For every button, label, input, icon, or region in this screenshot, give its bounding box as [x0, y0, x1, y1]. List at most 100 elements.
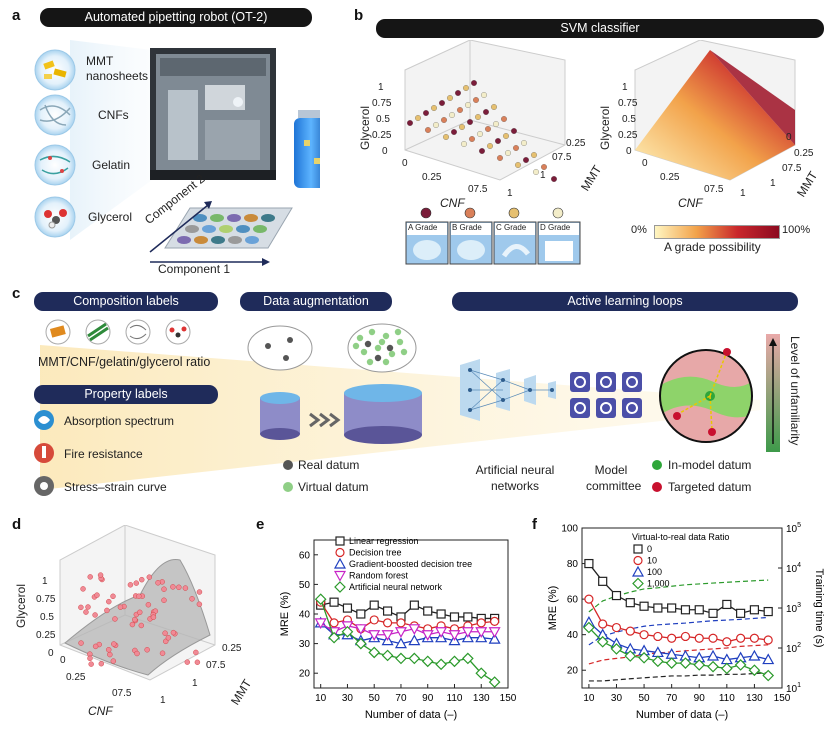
- d-data-point: [165, 635, 172, 641]
- svm-point: [541, 164, 547, 170]
- panel-b-label: b: [354, 7, 364, 24]
- x-tick-label: 150: [774, 693, 791, 704]
- panel-c-label: c: [12, 285, 21, 302]
- y-right-tick-label: 104: [786, 562, 801, 575]
- data-point: [624, 650, 637, 662]
- ann-diagram: [460, 359, 556, 421]
- data-point: [488, 627, 501, 638]
- b-zlabel: Glycerol: [358, 105, 372, 150]
- d-data-point: [92, 612, 98, 618]
- legend-title: Virtual-to-real data Ratio: [632, 532, 729, 542]
- b2-x-tick-025: 0.25: [660, 172, 680, 183]
- d-data-point: [110, 593, 116, 600]
- svm-point: [531, 152, 537, 158]
- x-tick-label: 90: [422, 693, 434, 704]
- committee-gear-icon: [626, 402, 638, 414]
- d-data-point: [193, 649, 199, 656]
- data-point: [736, 633, 746, 643]
- svm-point: [513, 145, 519, 151]
- d-data-point: [104, 607, 110, 614]
- committee-model-icon: [596, 372, 616, 392]
- svm-point: [467, 119, 473, 125]
- committee-model-icon: [570, 372, 590, 392]
- data-point: [394, 627, 407, 638]
- data-point: [722, 637, 732, 647]
- committee-label: Model committee: [586, 463, 642, 493]
- b2-z-tick-025: 0.25: [618, 130, 638, 141]
- data-point: [639, 601, 649, 611]
- y-tick-label: 40: [567, 630, 579, 641]
- svm-3d-scatter: [404, 40, 566, 182]
- svm-point: [415, 115, 421, 121]
- d-x-tick-075: 07.5: [112, 688, 132, 699]
- data-point: [354, 637, 367, 650]
- committee-gear-icon: [574, 402, 586, 414]
- d-data-point: [159, 650, 166, 656]
- component-2-arrow: [149, 204, 209, 253]
- svm-point: [497, 155, 503, 161]
- virtual-dot: [382, 332, 390, 340]
- svm-point: [443, 134, 449, 140]
- d-data-point: [92, 643, 99, 650]
- legend-label: 0: [647, 544, 652, 554]
- unfamiliarity-label: Level of unfamiliarity: [788, 336, 802, 446]
- virtual-dot: [394, 328, 402, 336]
- data-point: [652, 655, 664, 668]
- plate-well: [227, 214, 241, 222]
- composition-icons: [45, 319, 191, 345]
- d-data-point: [182, 585, 189, 591]
- x-tick-label: 130: [746, 693, 763, 704]
- legend-marker: [335, 547, 345, 558]
- d-x-tick-0: 0: [60, 655, 66, 666]
- data-point: [734, 659, 747, 671]
- plate-well: [244, 214, 258, 222]
- property-stress: Stress–strain curve: [64, 480, 167, 494]
- plate-well: [177, 236, 191, 244]
- data-point: [653, 631, 663, 642]
- panel-e-label: e: [256, 516, 265, 533]
- legend-marker: [335, 536, 345, 546]
- data-point: [667, 603, 677, 613]
- committee-gear-icon: [600, 376, 612, 388]
- series-line: [588, 563, 769, 615]
- legend-marker: [333, 570, 347, 582]
- data-point: [762, 669, 775, 682]
- y-right-axis-label: Training time (s): [813, 568, 825, 647]
- d-data-point: [106, 647, 112, 653]
- x-tick-label: 70: [395, 693, 407, 704]
- b-x-tick-1: 1: [507, 188, 513, 199]
- data-point: [421, 630, 434, 641]
- d-zlabel: Glycerol: [14, 583, 28, 628]
- panel-d-label: d: [12, 516, 22, 533]
- d-data-point: [85, 604, 91, 610]
- data-point: [314, 618, 327, 630]
- legend-label: Gradient-boosted decision tree: [349, 559, 472, 569]
- b2-z-tick-0: 0: [626, 146, 632, 157]
- data-point: [763, 635, 773, 645]
- b-z-tick-025: 0.25: [372, 130, 392, 141]
- data-point: [490, 616, 500, 627]
- series-markers: [584, 594, 773, 647]
- svm-point: [483, 109, 489, 115]
- d-data-point: [170, 584, 176, 590]
- svm-point: [431, 105, 437, 111]
- x-tick-label: 70: [666, 693, 678, 704]
- glycerol-label: Glycerol: [88, 210, 133, 224]
- composition-text: MMT/CNF/gelatin/glycerol ratio: [38, 355, 211, 369]
- legend-entry: [333, 570, 347, 582]
- y-tick-label: 100: [561, 524, 578, 535]
- data-point: [625, 626, 635, 636]
- svm-point: [501, 116, 507, 122]
- b-xlabel: CNF: [440, 196, 465, 210]
- data-point: [665, 657, 678, 669]
- d-data-point: [138, 622, 145, 629]
- probability-colorbar: [654, 225, 780, 239]
- data-point: [639, 630, 649, 640]
- svm-point: [463, 85, 469, 91]
- ot2-robot-icon: [150, 48, 276, 180]
- d-x-tick-1: 1: [160, 695, 166, 706]
- d-data-point: [117, 604, 124, 610]
- data-point: [720, 662, 733, 675]
- d-y-tick-025: 0.25: [222, 643, 242, 654]
